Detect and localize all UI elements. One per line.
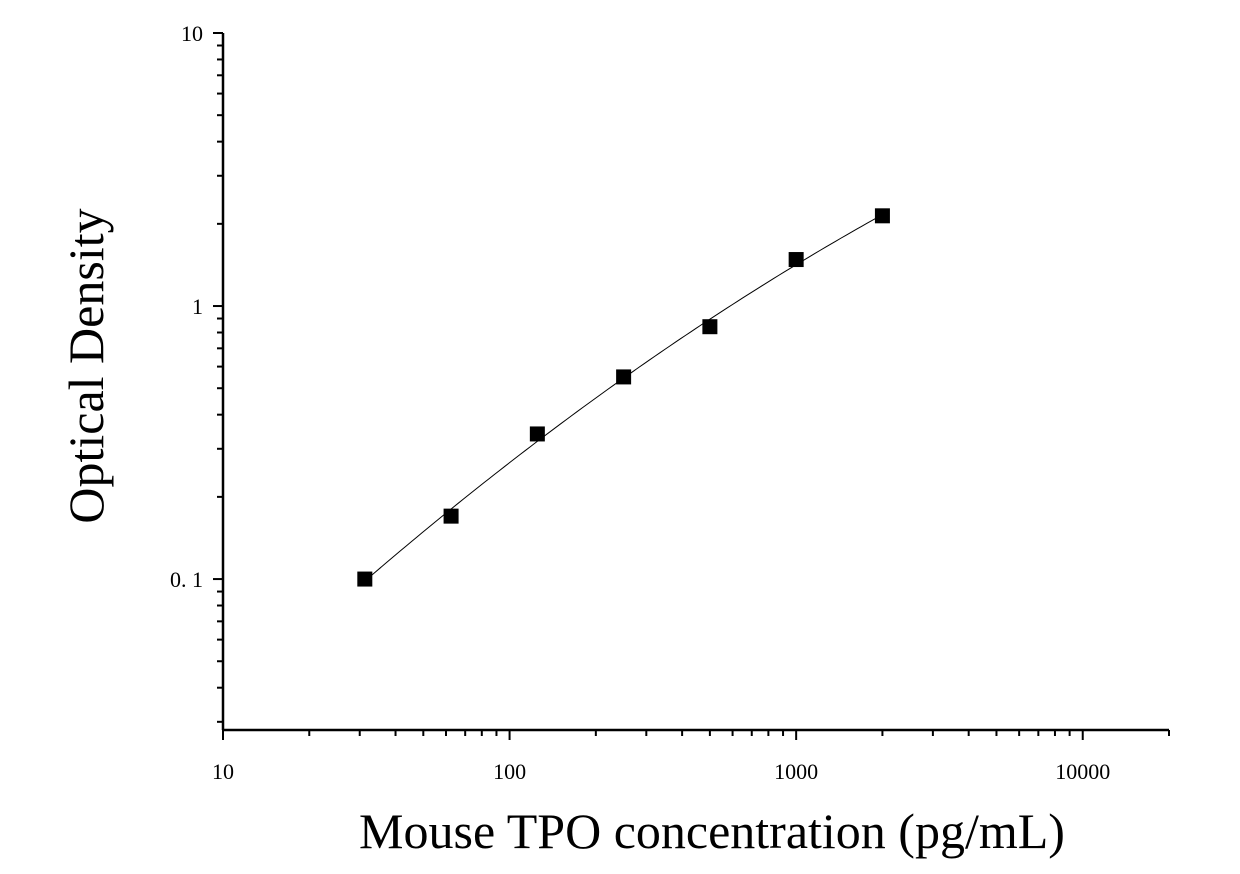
data-point	[443, 508, 459, 524]
x-tick-label: 100	[493, 759, 526, 784]
x-tick-label: 1000	[774, 759, 818, 784]
x-axis-title: Mouse TPO concentration (pg/mL)	[359, 803, 1065, 859]
y-tick-label: 0. 1	[170, 567, 203, 592]
x-tick-label: 10	[212, 759, 234, 784]
y-tick-label: 10	[181, 21, 203, 46]
y-axis-title: Optical Density	[58, 208, 114, 523]
x-tick-label: 10000	[1055, 759, 1110, 784]
tick-labels: 10 100 1000 10000 0. 1 1 10	[170, 21, 1110, 784]
data-point	[788, 252, 804, 268]
data-point	[357, 571, 373, 587]
data-point	[702, 319, 718, 335]
data-point	[874, 208, 890, 224]
fit-curve	[364, 214, 883, 582]
ticks	[213, 32, 1170, 740]
y-tick-label: 1	[192, 294, 203, 319]
axes	[221, 33, 1169, 732]
data-points	[357, 208, 890, 587]
data-point	[616, 369, 632, 385]
data-point	[529, 426, 545, 442]
